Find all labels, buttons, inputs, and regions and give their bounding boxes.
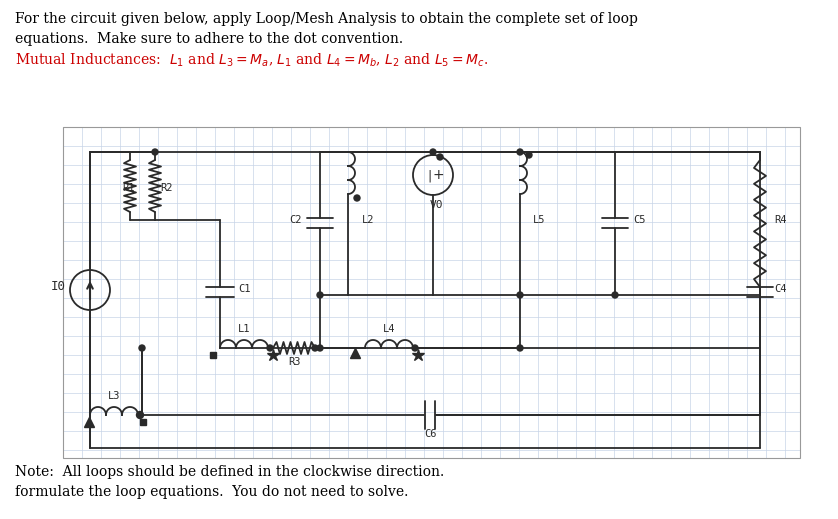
- Text: R4: R4: [774, 215, 787, 225]
- Text: Mutual Inductances:  $L_1$ and $L_3 = M_a$, $L_1$ and $L_4 = M_b$, $L_2$ and $L_: Mutual Inductances: $L_1$ and $L_3 = M_a…: [15, 52, 488, 70]
- Text: C6: C6: [424, 429, 437, 439]
- Text: C4: C4: [774, 284, 787, 294]
- Text: For the circuit given below, apply Loop/Mesh Analysis to obtain the complete set: For the circuit given below, apply Loop/…: [15, 12, 638, 26]
- Bar: [63, 127, 800, 458]
- Text: C2: C2: [289, 215, 302, 225]
- Circle shape: [430, 149, 436, 155]
- Circle shape: [526, 152, 532, 158]
- Circle shape: [152, 149, 158, 155]
- Text: V0: V0: [429, 200, 442, 210]
- Circle shape: [354, 195, 360, 201]
- Circle shape: [412, 345, 418, 351]
- Text: R3: R3: [287, 357, 300, 367]
- Circle shape: [437, 154, 443, 160]
- Text: L5: L5: [533, 215, 546, 225]
- Text: |: |: [427, 170, 431, 183]
- Text: L4: L4: [383, 324, 396, 334]
- Circle shape: [317, 292, 323, 298]
- Circle shape: [317, 345, 323, 351]
- Text: L2: L2: [362, 215, 375, 225]
- Circle shape: [517, 149, 523, 155]
- Text: C5: C5: [633, 215, 645, 225]
- Text: R1: R1: [122, 183, 134, 193]
- Text: Note:  All loops should be defined in the clockwise direction.: Note: All loops should be defined in the…: [15, 465, 444, 479]
- Circle shape: [137, 412, 143, 418]
- Text: +: +: [432, 168, 444, 182]
- Circle shape: [139, 345, 145, 351]
- Text: formulate the loop equations.  You do not need to solve.: formulate the loop equations. You do not…: [15, 485, 408, 499]
- Circle shape: [517, 292, 523, 298]
- Text: I0: I0: [50, 280, 65, 293]
- Text: C1: C1: [238, 284, 251, 294]
- Circle shape: [312, 345, 318, 351]
- Text: L1: L1: [238, 324, 251, 334]
- Text: R2: R2: [160, 183, 173, 193]
- Circle shape: [267, 345, 273, 351]
- Text: equations.  Make sure to adhere to the dot convention.: equations. Make sure to adhere to the do…: [15, 32, 403, 46]
- Circle shape: [517, 345, 523, 351]
- Text: L3: L3: [108, 391, 120, 401]
- Circle shape: [612, 292, 618, 298]
